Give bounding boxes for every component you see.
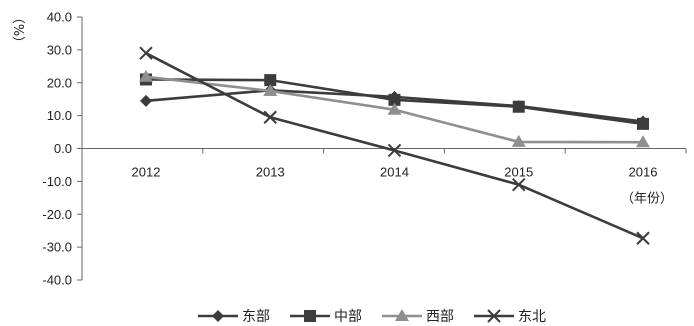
data-point	[512, 100, 525, 113]
y-tick-label: -20.0	[42, 207, 72, 222]
y-tick-label: -40.0	[42, 273, 72, 288]
legend-label: 中部	[334, 309, 362, 325]
x-tick-labels: 2012 2013 2014 2015 2016	[81, 148, 687, 180]
legend-item: 东部	[198, 309, 270, 325]
y-tick-label: 30.0	[47, 42, 72, 57]
y-tick-label: -10.0	[42, 174, 72, 189]
legend-item: 东北	[474, 309, 546, 325]
legend-marker	[212, 310, 224, 322]
legend-item: 西部	[382, 309, 454, 325]
legend-item: 中部	[290, 309, 362, 325]
data-point	[388, 93, 401, 106]
data-point	[263, 110, 277, 124]
data-point	[511, 134, 526, 147]
series-x	[139, 46, 650, 245]
legend-label: 东部	[242, 309, 270, 325]
y-axis-unit-label: （%）	[10, 11, 25, 49]
y-tick-label: 0.0	[54, 141, 72, 156]
data-point	[263, 83, 278, 96]
y-tick-label: 10.0	[47, 108, 72, 123]
data-point	[387, 102, 402, 115]
legend-marker	[304, 310, 316, 322]
legend-label: 西部	[426, 309, 454, 325]
data-point	[139, 46, 153, 60]
y-tick-label: -30.0	[42, 240, 72, 255]
data-point	[264, 74, 277, 87]
series-square	[140, 73, 649, 130]
x-tick-label: 2015	[504, 165, 533, 180]
x-tick-label: 2013	[256, 165, 285, 180]
x-tick-label: 2016	[629, 165, 658, 180]
data-point	[139, 69, 153, 82]
x-tick-label: 2012	[132, 165, 161, 180]
data-point	[512, 177, 526, 192]
data-point	[637, 117, 649, 130]
legend-label: 东北	[518, 309, 546, 325]
series-lines	[139, 46, 650, 245]
series-triangle	[139, 69, 650, 148]
legend-marker	[487, 309, 501, 323]
y-tick-label: 40.0	[47, 10, 72, 25]
data-point	[636, 231, 650, 245]
legend-marker	[395, 309, 409, 321]
data-point	[140, 94, 152, 107]
x-axis-unit-label: （年份）	[621, 192, 673, 207]
x-tick-label: 2014	[380, 165, 409, 180]
y-tick-labels: 40.0 30.0 20.0 10.0 0.0 -10.0 -20.0 -30.0 -40.0	[42, 10, 82, 288]
legend: 东部 中部 西部 东北	[198, 309, 546, 325]
data-point	[636, 135, 650, 148]
data-point	[387, 143, 402, 158]
y-tick-label: 20.0	[47, 75, 72, 90]
